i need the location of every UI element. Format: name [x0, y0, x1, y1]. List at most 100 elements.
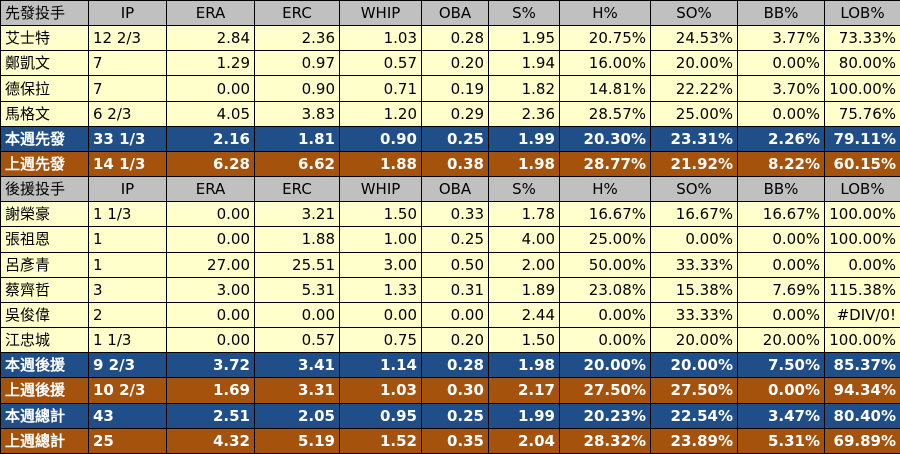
- cell-5: 0.25: [422, 403, 488, 428]
- cell-0: 呂彥青: [1, 252, 88, 277]
- header-cell-9: BB%: [738, 177, 824, 202]
- cell-7: 20.00%: [560, 353, 650, 378]
- cell-5: 0.30: [422, 378, 488, 403]
- cell-2: 2.84: [167, 26, 254, 51]
- starter-row: 艾士特 12 2/3 2.84 2.36 1.03 0.28 1.95 20.75% 24.53…: [1, 26, 900, 51]
- header-cell-0: 先發投手: [1, 1, 88, 26]
- header-cell-4: WHIP: [340, 1, 421, 26]
- reliever-row: 蔡齊哲 3 3.00 5.31 1.33 0.31 1.89 23.08% 15.38% 7.69…: [1, 277, 900, 302]
- cell-8: 33.33%: [651, 252, 737, 277]
- reliever-row: 張祖恩 1 0.00 1.88 1.00 0.25 4.00 25.00% 0.00% 0.00%…: [1, 227, 900, 252]
- cell-4: 1.52: [340, 428, 421, 453]
- cell-9: 0.00%: [738, 51, 824, 76]
- cell-0: 吳俊偉: [1, 302, 88, 328]
- header-cell-8: SO%: [651, 177, 737, 202]
- cell-6: 1.95: [489, 26, 559, 51]
- cell-6: 2.17: [489, 378, 559, 403]
- cell-1: 43: [89, 403, 166, 428]
- starter-row: 德保拉 7 0.00 0.90 0.71 0.19 1.82 14.81% 22.22% 3.70…: [1, 76, 900, 101]
- cell-4: 1.14: [340, 353, 421, 378]
- cell-0: 蔡齊哲: [1, 277, 88, 302]
- cell-2: 1.69: [167, 378, 254, 403]
- cell-6: 1.98: [489, 151, 559, 177]
- cell-4: 1.03: [340, 378, 421, 403]
- cell-10: 100.00%: [825, 227, 900, 252]
- cell-4: 1.03: [340, 26, 421, 51]
- cell-4: 1.50: [340, 202, 421, 227]
- starters-this-week-row: 本週先發 33 1/3 2.16 1.81 0.90 0.25 1.99 20.30% 23.3…: [1, 126, 900, 151]
- cell-4: 3.00: [340, 252, 421, 277]
- starter-row: 馬格文 6 2/3 4.05 3.83 1.20 0.29 2.36 28.57% 25.00%…: [1, 101, 900, 126]
- totals-this-week-row: 本週總計 43 2.51 2.05 0.95 0.25 1.99 20.23% 22.54% 3.…: [1, 403, 900, 428]
- header-cell-3: ERC: [255, 177, 339, 202]
- cell-5: 0.33: [422, 202, 488, 227]
- relievers-header-row: 後援投手 IP ERA ERC WHIP OBA S% H% SO% BB% LOB%: [1, 177, 900, 202]
- cell-3: 5.31: [255, 277, 339, 302]
- cell-4: 1.88: [340, 151, 421, 177]
- cell-8: 22.22%: [651, 76, 737, 101]
- cell-8: 23.31%: [651, 126, 737, 151]
- cell-1: 12 2/3: [89, 26, 166, 51]
- cell-7: 28.77%: [560, 151, 650, 177]
- cell-5: 0.20: [422, 51, 488, 76]
- cell-4: 0.57: [340, 51, 421, 76]
- cell-7: 16.67%: [560, 202, 650, 227]
- cell-3: 1.81: [255, 126, 339, 151]
- cell-0: 德保拉: [1, 76, 88, 101]
- cell-8: 24.53%: [651, 26, 737, 51]
- cell-9: 0.00%: [738, 101, 824, 126]
- cell-4: 0.75: [340, 328, 421, 353]
- cell-4: 0.90: [340, 126, 421, 151]
- cell-9: 20.00%: [738, 328, 824, 353]
- cell-2: 3.72: [167, 353, 254, 378]
- cell-0: 本週後援: [1, 353, 88, 378]
- cell-1: 1: [89, 227, 166, 252]
- cell-7: 23.08%: [560, 277, 650, 302]
- cell-1: 33 1/3: [89, 126, 166, 151]
- cell-5: 0.35: [422, 428, 488, 453]
- cell-6: 1.78: [489, 202, 559, 227]
- relievers-last-week-row: 上週後援 10 2/3 1.69 3.31 1.03 0.30 2.17 27.50% 27.5…: [1, 378, 900, 403]
- cell-4: 1.20: [340, 101, 421, 126]
- cell-8: 0.00%: [651, 227, 737, 252]
- cell-9: 8.22%: [738, 151, 824, 177]
- cell-9: 5.31%: [738, 428, 824, 453]
- cell-10: 100.00%: [825, 328, 900, 353]
- cell-4: 0.00: [340, 302, 421, 328]
- header-cell-10: LOB%: [825, 177, 900, 202]
- cell-7: 50.00%: [560, 252, 650, 277]
- cell-2: 27.00: [167, 252, 254, 277]
- totals-last-week-row: 上週總計 25 4.32 5.19 1.52 0.35 2.04 28.32% 23.89% 5.…: [1, 428, 900, 453]
- cell-1: 2: [89, 302, 166, 328]
- header-cell-7: H%: [560, 177, 650, 202]
- cell-5: 0.31: [422, 277, 488, 302]
- header-cell-9: BB%: [738, 1, 824, 26]
- cell-1: 6 2/3: [89, 101, 166, 126]
- header-cell-7: H%: [560, 1, 650, 26]
- cell-6: 1.99: [489, 403, 559, 428]
- cell-1: 1 1/3: [89, 328, 166, 353]
- cell-8: 15.38%: [651, 277, 737, 302]
- cell-10: 75.76%: [825, 101, 900, 126]
- reliever-row: 謝榮豪 1 1/3 0.00 3.21 1.50 0.33 1.78 16.67% 16.67%…: [1, 202, 900, 227]
- cell-2: 4.32: [167, 428, 254, 453]
- cell-9: 0.00%: [738, 378, 824, 403]
- cell-4: 0.71: [340, 76, 421, 101]
- cell-3: 2.36: [255, 26, 339, 51]
- cell-2: 0.00: [167, 302, 254, 328]
- header-cell-6: S%: [489, 1, 559, 26]
- cell-3: 3.83: [255, 101, 339, 126]
- header-cell-3: ERC: [255, 1, 339, 26]
- cell-2: 0.00: [167, 227, 254, 252]
- cell-0: 上週先發: [1, 151, 88, 177]
- cell-3: 2.05: [255, 403, 339, 428]
- cell-10: 69.89%: [825, 428, 900, 453]
- relievers-this-week-row: 本週後援 9 2/3 3.72 3.41 1.14 0.28 1.98 20.00% 20.00…: [1, 353, 900, 378]
- cell-6: 2.04: [489, 428, 559, 453]
- header-cell-2: ERA: [167, 177, 254, 202]
- cell-8: 16.67%: [651, 202, 737, 227]
- cell-5: 0.19: [422, 76, 488, 101]
- cell-3: 6.62: [255, 151, 339, 177]
- cell-10: 73.33%: [825, 26, 900, 51]
